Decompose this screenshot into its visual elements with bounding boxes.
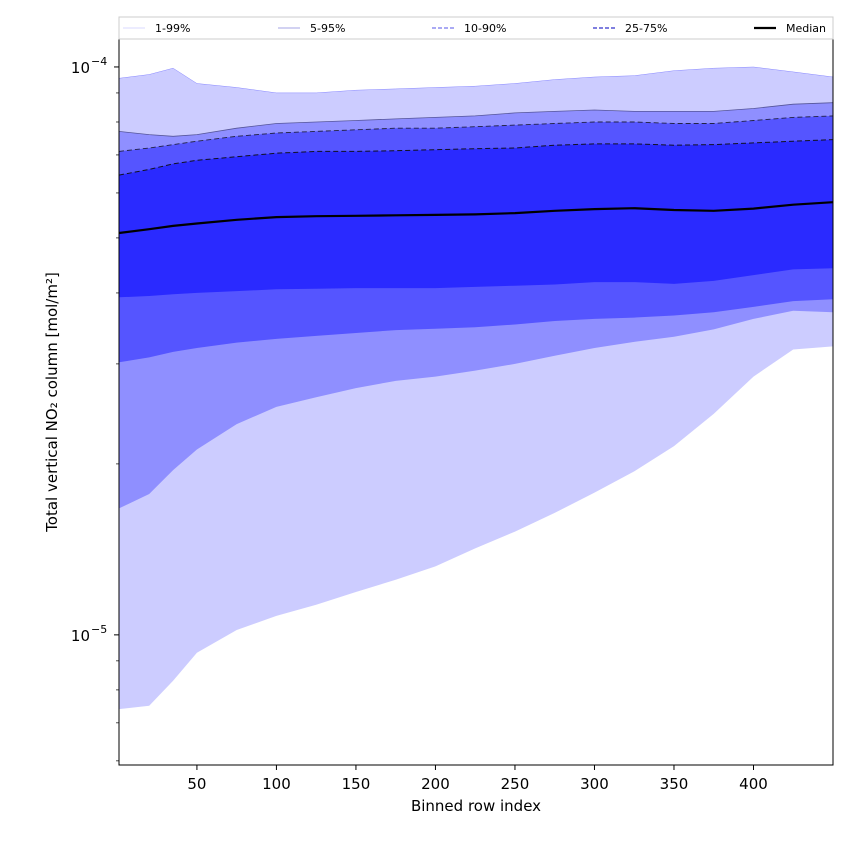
y-axis: 10−510−4 [71,55,119,762]
x-axis: 50 100 150 200 250 300 350 400 [187,765,768,793]
y-tick-label: 10 [71,59,90,77]
legend-label: 25-75% [625,22,667,35]
y-tick-exponent: −5 [91,623,107,636]
legend-label: 1-99% [155,22,190,35]
y-tick-exponent: −4 [91,55,107,68]
x-axis-label: Binned row index [411,797,541,815]
legend-label: 5-95% [310,22,345,35]
line-75th-percentile [118,139,834,176]
line-99th-percentile [118,66,834,94]
band-25-75 [119,139,833,298]
x-tick-label: 250 [501,775,530,793]
x-tick-label: 350 [660,775,689,793]
legend-box [118,16,834,40]
x-tick-label: 100 [262,775,291,793]
x-tick-label: 400 [739,775,768,793]
percentile-bands [119,67,833,710]
median-line [118,201,834,235]
y-axis-label: Total vertical NO₂ column [mol/m²] [43,272,61,533]
x-tick-label: 200 [421,775,450,793]
legend: 1-99% 5-95% 10-90% 25-75% Median [118,16,834,40]
y-tick-label: 10 [71,627,90,645]
x-tick-label: 150 [342,775,371,793]
x-tick-label: 300 [580,775,609,793]
legend-label: Median [786,22,826,35]
line-95th-percentile [118,102,834,137]
line-90th-percentile [118,115,834,152]
percentile-lines [118,66,834,235]
x-tick-label: 50 [187,775,206,793]
legend-label: 10-90% [464,22,506,35]
